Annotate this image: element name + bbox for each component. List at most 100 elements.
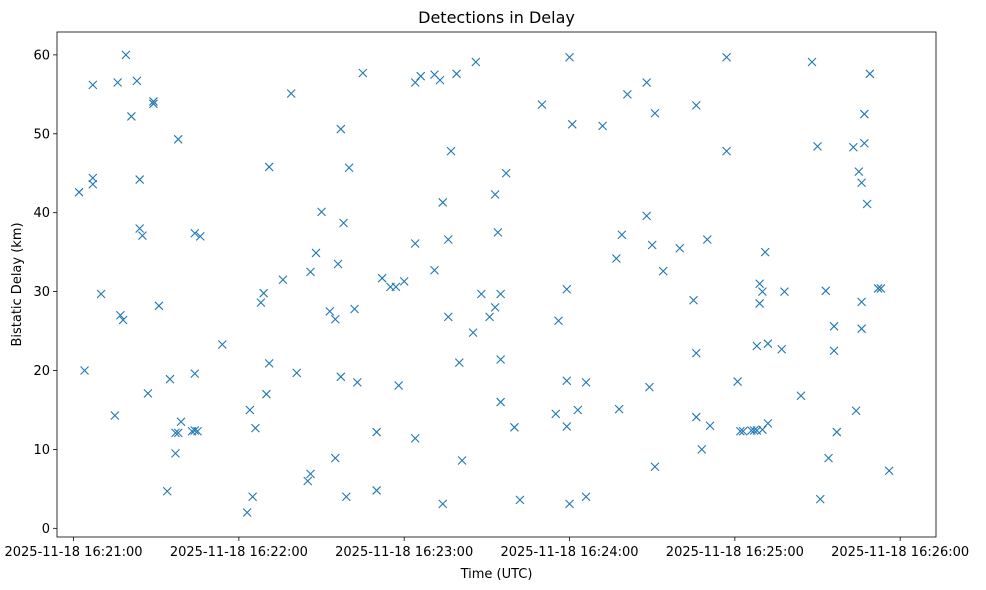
data-point xyxy=(138,231,147,240)
data-point xyxy=(176,417,186,427)
data-point xyxy=(622,89,632,99)
data-point xyxy=(691,412,701,422)
data-point xyxy=(873,284,883,293)
data-point xyxy=(755,279,765,289)
x-tick-label: 2025-11-18 16:23:00 xyxy=(335,545,473,560)
data-point xyxy=(689,295,698,305)
data-point xyxy=(562,284,572,294)
data-point xyxy=(135,175,145,184)
data-point xyxy=(515,495,525,505)
data-point xyxy=(691,100,701,110)
data-point xyxy=(435,75,445,85)
data-point xyxy=(471,57,481,67)
data-point xyxy=(74,187,84,197)
data-point xyxy=(446,146,456,156)
data-point xyxy=(647,240,657,250)
data-point xyxy=(702,235,712,244)
y-tick-label: 0 xyxy=(42,522,50,537)
data-point xyxy=(780,287,789,296)
x-tick-label: 2025-11-18 16:25:00 xyxy=(666,545,804,560)
data-point xyxy=(851,406,861,416)
data-point xyxy=(330,453,340,463)
data-point xyxy=(611,254,621,263)
data-point xyxy=(862,199,872,209)
data-point xyxy=(452,69,461,79)
data-point xyxy=(510,422,519,432)
data-point xyxy=(807,57,817,67)
data-point xyxy=(501,168,511,178)
data-point xyxy=(118,315,128,325)
data-point xyxy=(821,286,831,296)
data-point xyxy=(350,304,359,314)
data-point xyxy=(614,404,624,414)
data-point xyxy=(443,235,453,244)
data-point xyxy=(468,328,478,338)
data-point xyxy=(758,425,767,435)
y-tick-label: 40 xyxy=(33,206,50,221)
data-point xyxy=(815,494,825,504)
data-point xyxy=(173,428,183,438)
plot-area xyxy=(56,31,937,538)
data-point xyxy=(115,310,125,320)
data-point xyxy=(650,108,660,118)
data-point xyxy=(80,366,89,375)
data-point xyxy=(565,499,574,509)
data-point xyxy=(325,306,335,316)
x-tick-label: 2025-11-18 16:22:00 xyxy=(170,545,308,560)
data-point xyxy=(738,426,748,436)
data-point xyxy=(410,239,420,248)
data-point xyxy=(358,68,368,78)
data-point xyxy=(372,486,382,495)
data-point xyxy=(854,167,864,177)
data-point xyxy=(330,314,340,324)
data-point xyxy=(777,344,787,354)
data-point xyxy=(562,422,572,431)
plot-frame xyxy=(56,31,937,538)
data-point xyxy=(832,427,842,437)
data-point xyxy=(691,348,701,358)
data-point xyxy=(642,78,652,87)
data-point xyxy=(394,381,404,390)
data-point xyxy=(262,389,271,399)
data-point xyxy=(391,282,401,292)
y-tick-label: 30 xyxy=(33,285,50,300)
data-point xyxy=(722,146,731,156)
data-point xyxy=(749,426,759,435)
data-point xyxy=(884,466,894,476)
data-point xyxy=(617,230,627,240)
data-point xyxy=(722,52,731,62)
data-point xyxy=(88,173,98,183)
data-point xyxy=(865,69,875,79)
data-point xyxy=(438,198,448,207)
data-point xyxy=(658,266,668,276)
y-tick-label: 60 xyxy=(33,48,50,63)
data-point xyxy=(650,462,660,472)
data-point xyxy=(303,476,313,486)
y-tick-label: 20 xyxy=(33,364,50,379)
data-point xyxy=(306,267,315,277)
data-point xyxy=(154,301,164,311)
data-point xyxy=(876,284,886,293)
data-point xyxy=(336,372,346,382)
data-point xyxy=(410,78,420,87)
data-point xyxy=(256,298,266,308)
chart-title: Detections in Delay xyxy=(418,8,575,27)
data-point xyxy=(399,276,409,286)
data-point xyxy=(598,121,607,131)
data-point xyxy=(171,428,180,438)
data-point xyxy=(490,302,500,312)
data-point xyxy=(121,50,131,60)
data-point xyxy=(264,162,274,172)
data-point xyxy=(581,492,591,502)
data-point xyxy=(317,207,326,217)
x-tick-label: 2025-11-18 16:26:00 xyxy=(831,545,969,560)
data-point xyxy=(857,297,866,307)
data-point xyxy=(190,369,200,379)
data-point xyxy=(344,163,354,173)
data-point xyxy=(551,409,561,419)
data-point xyxy=(278,275,288,285)
data-point xyxy=(306,469,315,479)
data-point xyxy=(496,397,506,407)
data-point xyxy=(573,405,583,415)
data-point xyxy=(88,80,98,90)
